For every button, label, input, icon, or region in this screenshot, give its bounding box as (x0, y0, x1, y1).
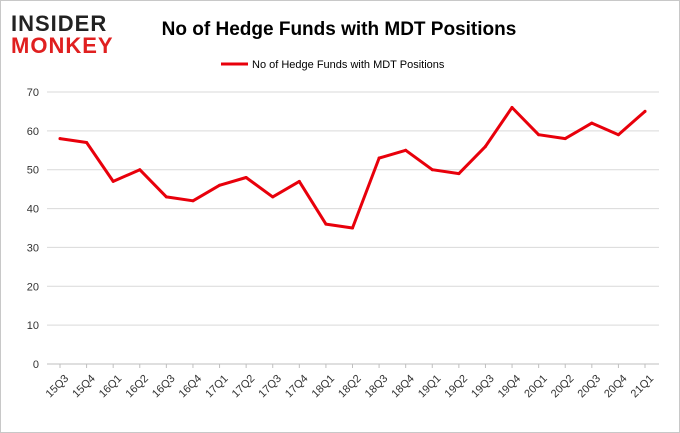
series-lines (58, 106, 647, 230)
y-tick-label: 0 (33, 359, 39, 371)
y-tick-label: 10 (27, 320, 39, 332)
x-tick-label: 15Q3 (44, 373, 72, 401)
data-point (324, 222, 328, 226)
x-tick-label: 19Q1 (416, 373, 444, 401)
data-point (351, 226, 354, 230)
legend-label: No of Hedge Funds with MDT Positions (252, 59, 445, 71)
data-point (138, 168, 142, 172)
y-tick-label: 50 (27, 165, 39, 177)
data-point (218, 183, 222, 187)
x-tick-label: 19Q2 (443, 373, 471, 401)
x-tick-label: 19Q3 (469, 373, 497, 401)
data-point (164, 195, 168, 199)
data-point (430, 168, 434, 172)
y-tick-label: 70 (27, 87, 39, 99)
data-point (111, 179, 115, 183)
x-tick-label: 16Q2 (123, 373, 151, 401)
x-tick-label: 17Q2 (230, 373, 258, 401)
data-point (483, 144, 487, 148)
legend: No of Hedge Funds with MDT Positions (221, 59, 445, 71)
x-tick-label: 21Q1 (629, 373, 657, 401)
data-point (510, 106, 514, 110)
x-tick-label: 20Q3 (576, 373, 604, 401)
x-tick-label: 19Q4 (496, 373, 524, 401)
data-point (377, 156, 381, 160)
y-tick-labels: 0 10 20 30 40 50 60 70 (27, 87, 39, 371)
data-point (297, 179, 301, 183)
data-point (616, 133, 620, 137)
data-point (590, 121, 594, 125)
data-point (457, 172, 461, 176)
logo-line2: MONKEY (11, 33, 114, 58)
data-point (244, 175, 248, 179)
x-tick-label: 18Q3 (363, 373, 391, 401)
x-tick-label: 18Q1 (310, 373, 338, 401)
x-tick-label: 16Q1 (97, 373, 125, 401)
series-line (58, 106, 647, 230)
data-point (58, 137, 62, 141)
data-point (537, 133, 541, 137)
chart-title: No of Hedge Funds with MDT Positions (162, 19, 517, 40)
y-tick-label: 40 (27, 204, 39, 216)
insider-monkey-logo: INSIDER MONKEY (11, 11, 114, 58)
x-tick-label: 18Q4 (389, 373, 417, 401)
data-point (404, 148, 408, 152)
y-tick-label: 60 (27, 126, 39, 138)
x-tick-label: 17Q3 (256, 373, 284, 401)
data-point (85, 141, 89, 145)
data-point (271, 195, 275, 199)
x-tick-label: 16Q4 (177, 373, 205, 401)
x-tick-label: 20Q1 (522, 373, 550, 401)
logo-line1: INSIDER (11, 11, 107, 36)
x-tick-label: 17Q4 (283, 373, 311, 401)
x-tick-labels: 15Q3 15Q4 16Q1 16Q2 16Q3 16Q4 17Q1 17Q2 17Q3 17Q4… (44, 364, 657, 401)
x-tick-label: 20Q2 (549, 373, 577, 401)
x-tick-label: 16Q3 (150, 373, 178, 401)
data-point (191, 199, 195, 203)
data-point (643, 109, 647, 113)
x-tick-label: 20Q4 (602, 373, 630, 401)
y-tick-label: 30 (27, 242, 39, 254)
x-tick-label: 17Q1 (203, 373, 231, 401)
data-point (563, 137, 567, 141)
x-tick-label: 18Q2 (336, 373, 364, 401)
x-tick-label: 15Q4 (70, 373, 98, 401)
y-tick-label: 20 (27, 281, 39, 293)
